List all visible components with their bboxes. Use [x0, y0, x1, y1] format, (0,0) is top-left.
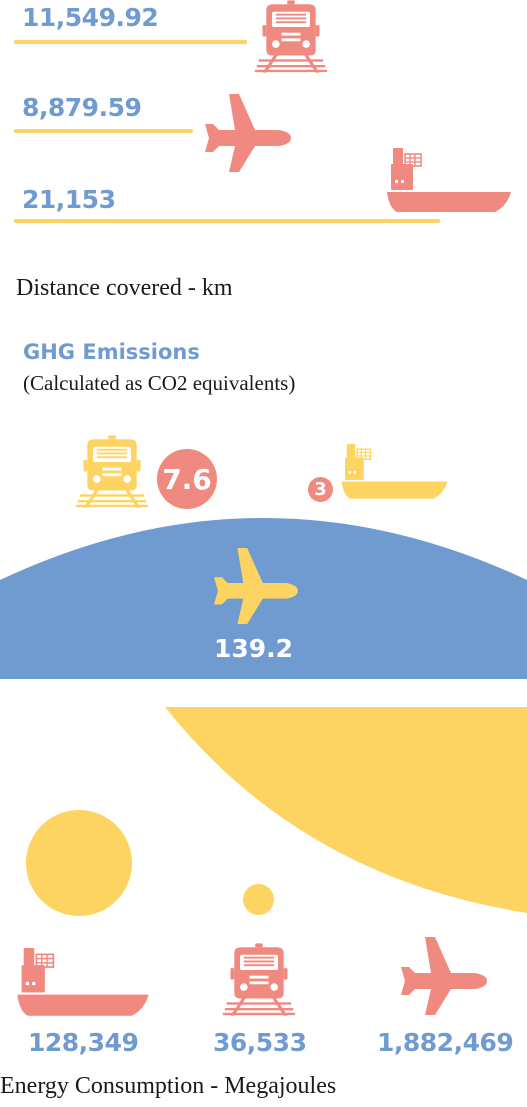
ghg-value-plane: 139.2 [213, 634, 294, 663]
train-icon [74, 435, 150, 508]
energy-bubble-ship [26, 810, 132, 916]
ship-icon [16, 948, 150, 1020]
energy-bubble-train [243, 884, 274, 915]
distance-bar-ship [14, 219, 440, 223]
ghg-title: GHG Emissions [23, 340, 200, 364]
ghg-bubble-train: 7.6 [157, 449, 217, 509]
energy-bubble-plane [165, 707, 527, 913]
airplane-icon [210, 546, 298, 624]
ship-icon [341, 444, 448, 502]
energy-value-ship: 128,349 [28, 1028, 139, 1057]
distance-caption: Distance covered - km [16, 275, 233, 301]
train-icon [221, 942, 297, 1017]
airplane-icon [201, 92, 291, 172]
distance-bar-plane [14, 129, 193, 133]
energy-value-train: 36,533 [213, 1028, 307, 1057]
energy-caption: Energy Consumption - Megajoules [0, 1073, 337, 1099]
distance-value-plane: 8,879.59 [22, 93, 142, 122]
airplane-icon [397, 935, 487, 1015]
distance-value-ship: 21,153 [22, 185, 116, 214]
energy-value-plane: 1,882,469 [377, 1028, 514, 1057]
distance-value-train: 11,549.92 [22, 3, 159, 32]
ghg-subtitle: (Calculated as CO2 equivalents) [23, 371, 296, 395]
ship-icon [387, 148, 511, 216]
ghg-bubble-ship: 3 [308, 477, 333, 502]
distance-bar-train [14, 40, 247, 44]
train-icon [253, 0, 329, 73]
